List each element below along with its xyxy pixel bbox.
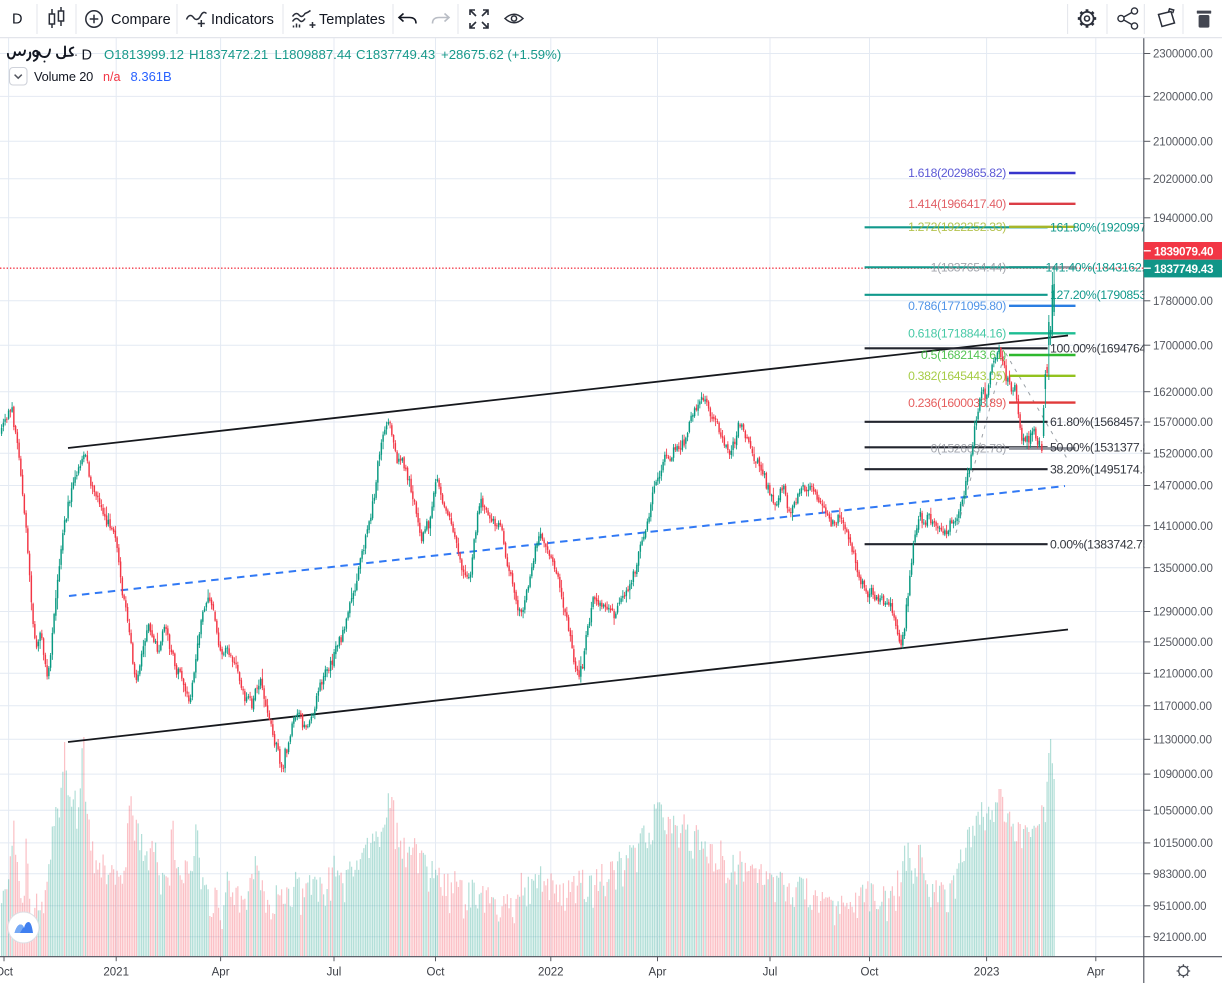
svg-text:2300000.00: 2300000.00: [1153, 49, 1213, 61]
svg-text:Apr: Apr: [1087, 967, 1105, 979]
svg-text:983000.00: 983000.00: [1153, 869, 1206, 881]
svg-text:1839079.40: 1839079.40: [1154, 245, 1214, 258]
svg-text:1350000.00: 1350000.00: [1153, 563, 1213, 575]
svg-text:1620000.00: 1620000.00: [1153, 387, 1213, 399]
svg-text:2022: 2022: [538, 967, 564, 979]
svg-text:0.618(1718844.16): 0.618(1718844.16): [908, 327, 1006, 341]
svg-text:Templates: Templates: [319, 12, 385, 28]
svg-text:L1809887.44: L1809887.44: [275, 47, 352, 62]
svg-text:1.618(2029865.82): 1.618(2029865.82): [908, 166, 1006, 180]
svg-text:0.5(1682143.61): 0.5(1682143.61): [921, 348, 1006, 362]
svg-text:Oct: Oct: [861, 967, 880, 979]
svg-text:100.00%(1694764.: 100.00%(1694764.: [1050, 342, 1149, 356]
svg-text:8.361B: 8.361B: [131, 69, 172, 84]
svg-text:C1837749.43: C1837749.43: [356, 47, 435, 62]
svg-text:2021: 2021: [103, 967, 129, 979]
svg-text:2200000.00: 2200000.00: [1153, 92, 1213, 104]
svg-text:1250000.00: 1250000.00: [1153, 637, 1213, 649]
svg-text:1210000.00: 1210000.00: [1153, 668, 1213, 680]
svg-text:Volume 20: Volume 20: [34, 69, 93, 84]
svg-text:161.80%(1920997.: 161.80%(1920997.: [1050, 221, 1149, 235]
svg-text:127.20%(1790853.: 127.20%(1790853.: [1050, 288, 1149, 302]
svg-text:H1837472.21: H1837472.21: [189, 47, 268, 62]
svg-text:1780000.00: 1780000.00: [1153, 296, 1213, 308]
svg-text:Jul: Jul: [763, 967, 778, 979]
svg-text:Indicators: Indicators: [211, 12, 274, 28]
svg-text:50.00%(1531377.8: 50.00%(1531377.8: [1050, 441, 1150, 455]
svg-text:141.40%(1843162.: 141.40%(1843162.: [1046, 261, 1145, 275]
svg-text:0.00%(1383742.75: 0.00%(1383742.75: [1050, 538, 1150, 552]
svg-text:n/a: n/a: [103, 70, 121, 84]
svg-text:0.236(1600033.89): 0.236(1600033.89): [908, 396, 1006, 410]
svg-text:D: D: [82, 48, 92, 64]
svg-text:+28675.62 (+1.59%): +28675.62 (+1.59%): [441, 47, 561, 62]
svg-text:Apr: Apr: [212, 967, 230, 979]
svg-text:D: D: [12, 12, 22, 28]
svg-text:921000.00: 921000.00: [1153, 932, 1206, 944]
svg-text:1050000.00: 1050000.00: [1153, 805, 1213, 817]
svg-text:1090000.00: 1090000.00: [1153, 769, 1213, 781]
svg-text:·: ·: [74, 46, 79, 63]
svg-text:1470000.00: 1470000.00: [1153, 481, 1213, 493]
svg-text:1290000.00: 1290000.00: [1153, 607, 1213, 619]
svg-text:0(1526632.78): 0(1526632.78): [931, 442, 1007, 456]
svg-text:1015000.00: 1015000.00: [1153, 838, 1213, 850]
svg-text:1940000.00: 1940000.00: [1153, 213, 1213, 225]
svg-text:0.382(1645443.05): 0.382(1645443.05): [908, 369, 1006, 383]
svg-text:Apr: Apr: [649, 967, 667, 979]
svg-text:951000.00: 951000.00: [1153, 901, 1206, 913]
svg-text:2100000.00: 2100000.00: [1153, 136, 1213, 148]
svg-text:1837749.43: 1837749.43: [1154, 263, 1214, 276]
svg-text:38.20%(1495174.8: 38.20%(1495174.8: [1050, 463, 1150, 477]
svg-text:0.786(1771095.80): 0.786(1771095.80): [908, 299, 1006, 313]
svg-text:Jul: Jul: [327, 967, 342, 979]
svg-text:Oct: Oct: [0, 967, 14, 979]
svg-text:1170000.00: 1170000.00: [1153, 701, 1212, 713]
svg-text:2023: 2023: [974, 967, 1000, 979]
svg-text:61.80%(1568457.3: 61.80%(1568457.3: [1050, 415, 1150, 429]
svg-text:1410000.00: 1410000.00: [1153, 521, 1213, 533]
svg-text:1520000.00: 1520000.00: [1153, 448, 1213, 460]
svg-text:Compare: Compare: [111, 12, 171, 28]
svg-text:2020000.00: 2020000.00: [1153, 174, 1213, 186]
svg-text:1570000.00: 1570000.00: [1153, 417, 1213, 429]
svg-text:1.272(1922252.33): 1.272(1922252.33): [908, 220, 1006, 234]
svg-text:1.414(1966417.40): 1.414(1966417.40): [908, 197, 1006, 211]
svg-text:O1813999.12: O1813999.12: [104, 47, 184, 62]
svg-text:1130000.00: 1130000.00: [1153, 734, 1212, 746]
svg-text:1700000.00: 1700000.00: [1153, 340, 1213, 352]
svg-text:1(1837654.44): 1(1837654.44): [931, 261, 1007, 275]
svg-text:Oct: Oct: [427, 967, 446, 979]
